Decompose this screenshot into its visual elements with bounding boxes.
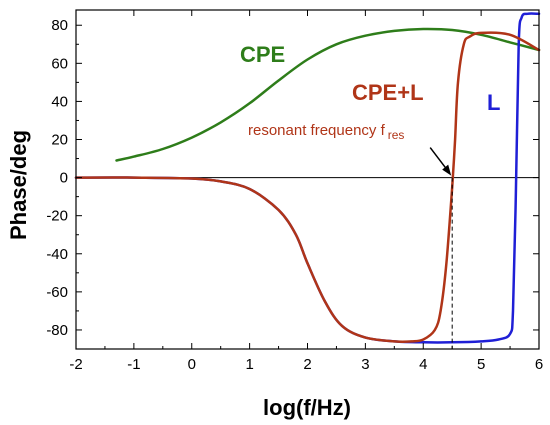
y-axis-title: Phase/deg — [6, 130, 31, 240]
y-tick-label: -80 — [46, 322, 68, 339]
x-axis-title: log(f/Hz) — [263, 395, 351, 420]
x-tick-label: 2 — [303, 356, 311, 373]
series-label-cpe-l: CPE+L — [352, 80, 424, 105]
series-label-l: L — [487, 90, 500, 115]
y-tick-label: 60 — [51, 55, 68, 72]
x-tick-label: 4 — [419, 356, 427, 373]
resonance-arrowhead — [442, 164, 452, 176]
annotation-layer: resonant frequency f res — [248, 122, 453, 349]
x-tick-label: 5 — [477, 356, 485, 373]
axis-layer: -2 -1 0 1 2 3 4 5 6 -80 -60 -40 -20 0 20 40 60 80 — [46, 10, 543, 373]
x-tick-label: -2 — [69, 356, 82, 373]
y-tick-label: 40 — [51, 93, 68, 110]
series-line-cpe — [115, 27, 541, 162]
y-tick-label: -20 — [46, 208, 68, 225]
series-line-cpe-l — [74, 31, 541, 343]
x-tick-label: 6 — [535, 356, 543, 373]
x-tick-label: 1 — [245, 356, 253, 373]
y-tick-label: 80 — [51, 17, 68, 34]
x-tick-label: 3 — [361, 356, 369, 373]
resonant-frequency-label: resonant frequency f res — [248, 122, 404, 142]
y-tick-label: -60 — [46, 284, 68, 301]
x-tick-label: -1 — [127, 356, 140, 373]
y-tick-label: -40 — [46, 246, 68, 263]
y-tick-label: 0 — [60, 170, 68, 187]
series-layer — [74, 12, 541, 344]
x-tick-label: 0 — [188, 356, 196, 373]
series-label-cpe: CPE — [240, 42, 285, 67]
y-tick-label: 20 — [51, 132, 68, 149]
